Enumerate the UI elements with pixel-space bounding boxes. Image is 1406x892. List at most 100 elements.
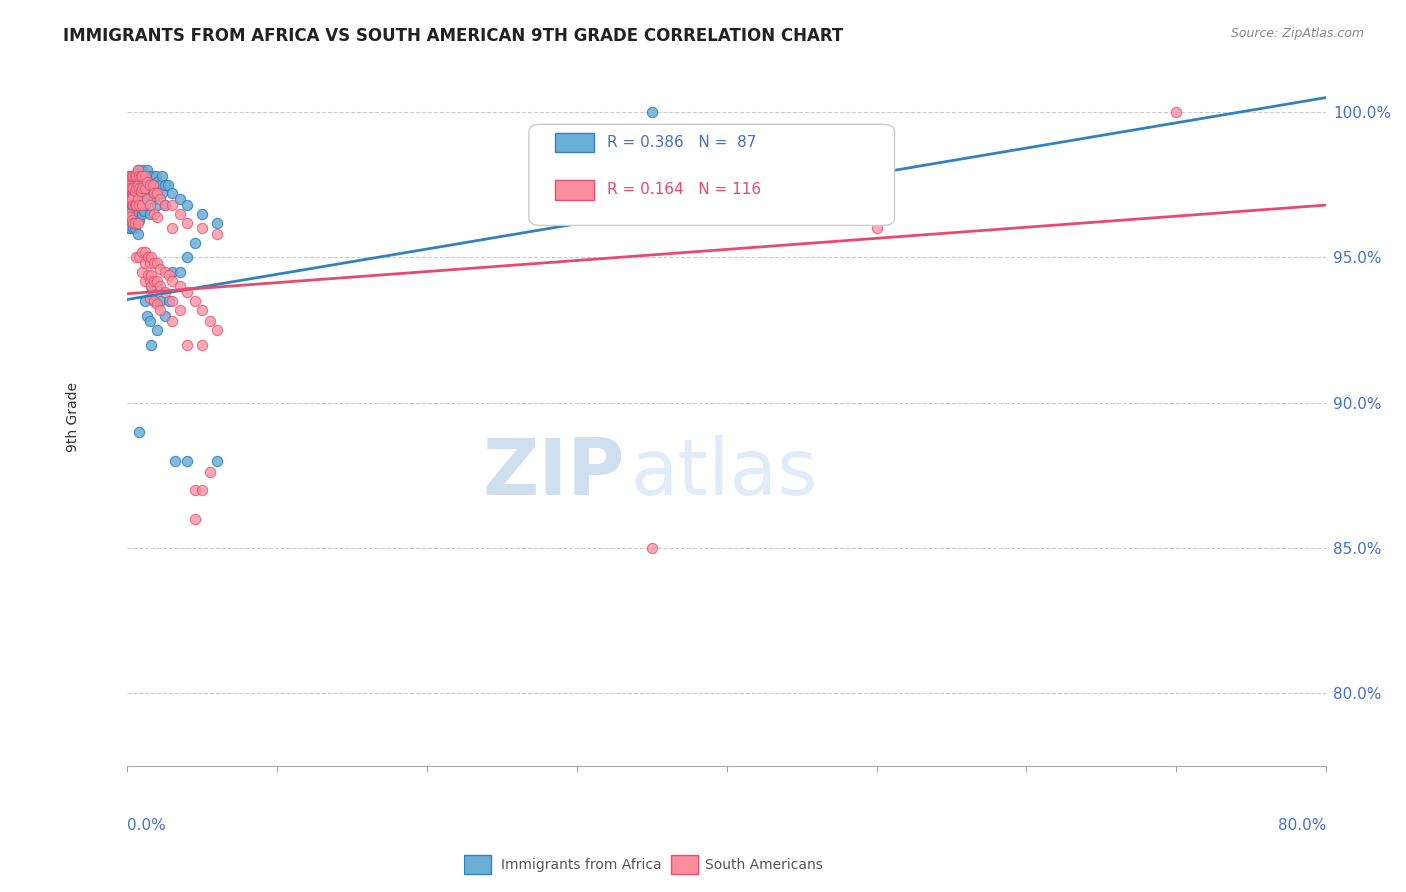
Point [134,169,156,183]
Point [153,178,176,192]
Point [142,184,165,198]
Point [149,302,172,317]
Point [129,169,152,183]
Point [118,207,141,221]
Point [125,198,148,212]
Point [128,212,150,227]
Point [146,274,169,288]
Point [641,105,664,120]
Point [122,180,145,194]
Point [125,169,148,183]
Point [135,192,157,206]
Point [131,178,153,192]
Text: 80.0%: 80.0% [1278,818,1326,833]
Point [121,186,143,201]
Point [160,274,183,288]
Point [124,215,146,229]
Point [134,293,156,308]
Point [120,169,142,183]
Point [124,192,146,206]
Point [176,454,198,468]
Point [121,192,143,206]
Point [122,215,145,229]
Point [122,169,145,183]
Point [150,186,173,201]
Point [139,314,162,328]
Point [139,178,162,192]
Point [169,192,191,206]
Point [121,210,143,224]
Point [136,268,159,282]
Point [120,192,142,206]
Point [127,163,149,178]
Point [141,279,163,293]
Point [149,262,172,277]
Point [129,180,152,194]
Point [131,207,153,221]
Point [176,215,198,229]
Point [124,175,146,189]
Point [124,184,146,198]
Point [127,178,149,192]
Point [191,302,214,317]
Point [135,163,157,178]
Point [128,178,150,192]
Point [124,169,146,183]
Point [176,198,198,212]
Point [149,293,172,308]
Point [141,337,163,351]
Point [153,285,176,300]
Point [139,198,162,212]
Point [118,169,141,183]
Point [136,251,159,265]
Text: 0.0%: 0.0% [128,818,166,833]
Text: IMMIGRANTS FROM AFRICA VS SOUTH AMERICAN 9TH GRADE CORRELATION CHART: IMMIGRANTS FROM AFRICA VS SOUTH AMERICAN… [63,27,844,45]
Point [149,192,172,206]
Point [120,180,142,194]
Point [128,192,150,206]
Point [120,221,142,235]
Point [865,178,887,192]
Point [205,454,228,468]
Point [128,180,150,194]
Point [129,169,152,183]
Text: R = 0.164   N = 116: R = 0.164 N = 116 [607,182,761,197]
Point [143,256,166,270]
Point [169,265,191,279]
Point [169,302,191,317]
Point [169,207,191,221]
Point [146,175,169,189]
Text: South Americans: South Americans [704,857,823,871]
Point [128,198,150,212]
Point [125,180,148,194]
Point [183,512,205,526]
Point [125,169,148,183]
Point [146,186,169,201]
Point [131,244,153,259]
Point [134,180,156,194]
Point [122,221,145,235]
Point [139,274,162,288]
Point [128,169,150,183]
Point [131,169,153,183]
Point [132,186,155,201]
Point [128,251,150,265]
Point [183,235,205,250]
Point [118,207,141,221]
Point [143,274,166,288]
Point [127,207,149,221]
FancyBboxPatch shape [555,180,593,200]
Point [129,198,152,212]
Point [120,178,142,192]
Point [160,265,183,279]
Text: Source: ZipAtlas.com: Source: ZipAtlas.com [1230,27,1364,40]
Point [125,251,148,265]
Point [127,192,149,206]
Point [127,215,149,229]
Bar [671,855,697,874]
Point [125,186,148,201]
Point [118,178,141,192]
Point [131,163,153,178]
Point [160,293,183,308]
Point [156,178,179,192]
